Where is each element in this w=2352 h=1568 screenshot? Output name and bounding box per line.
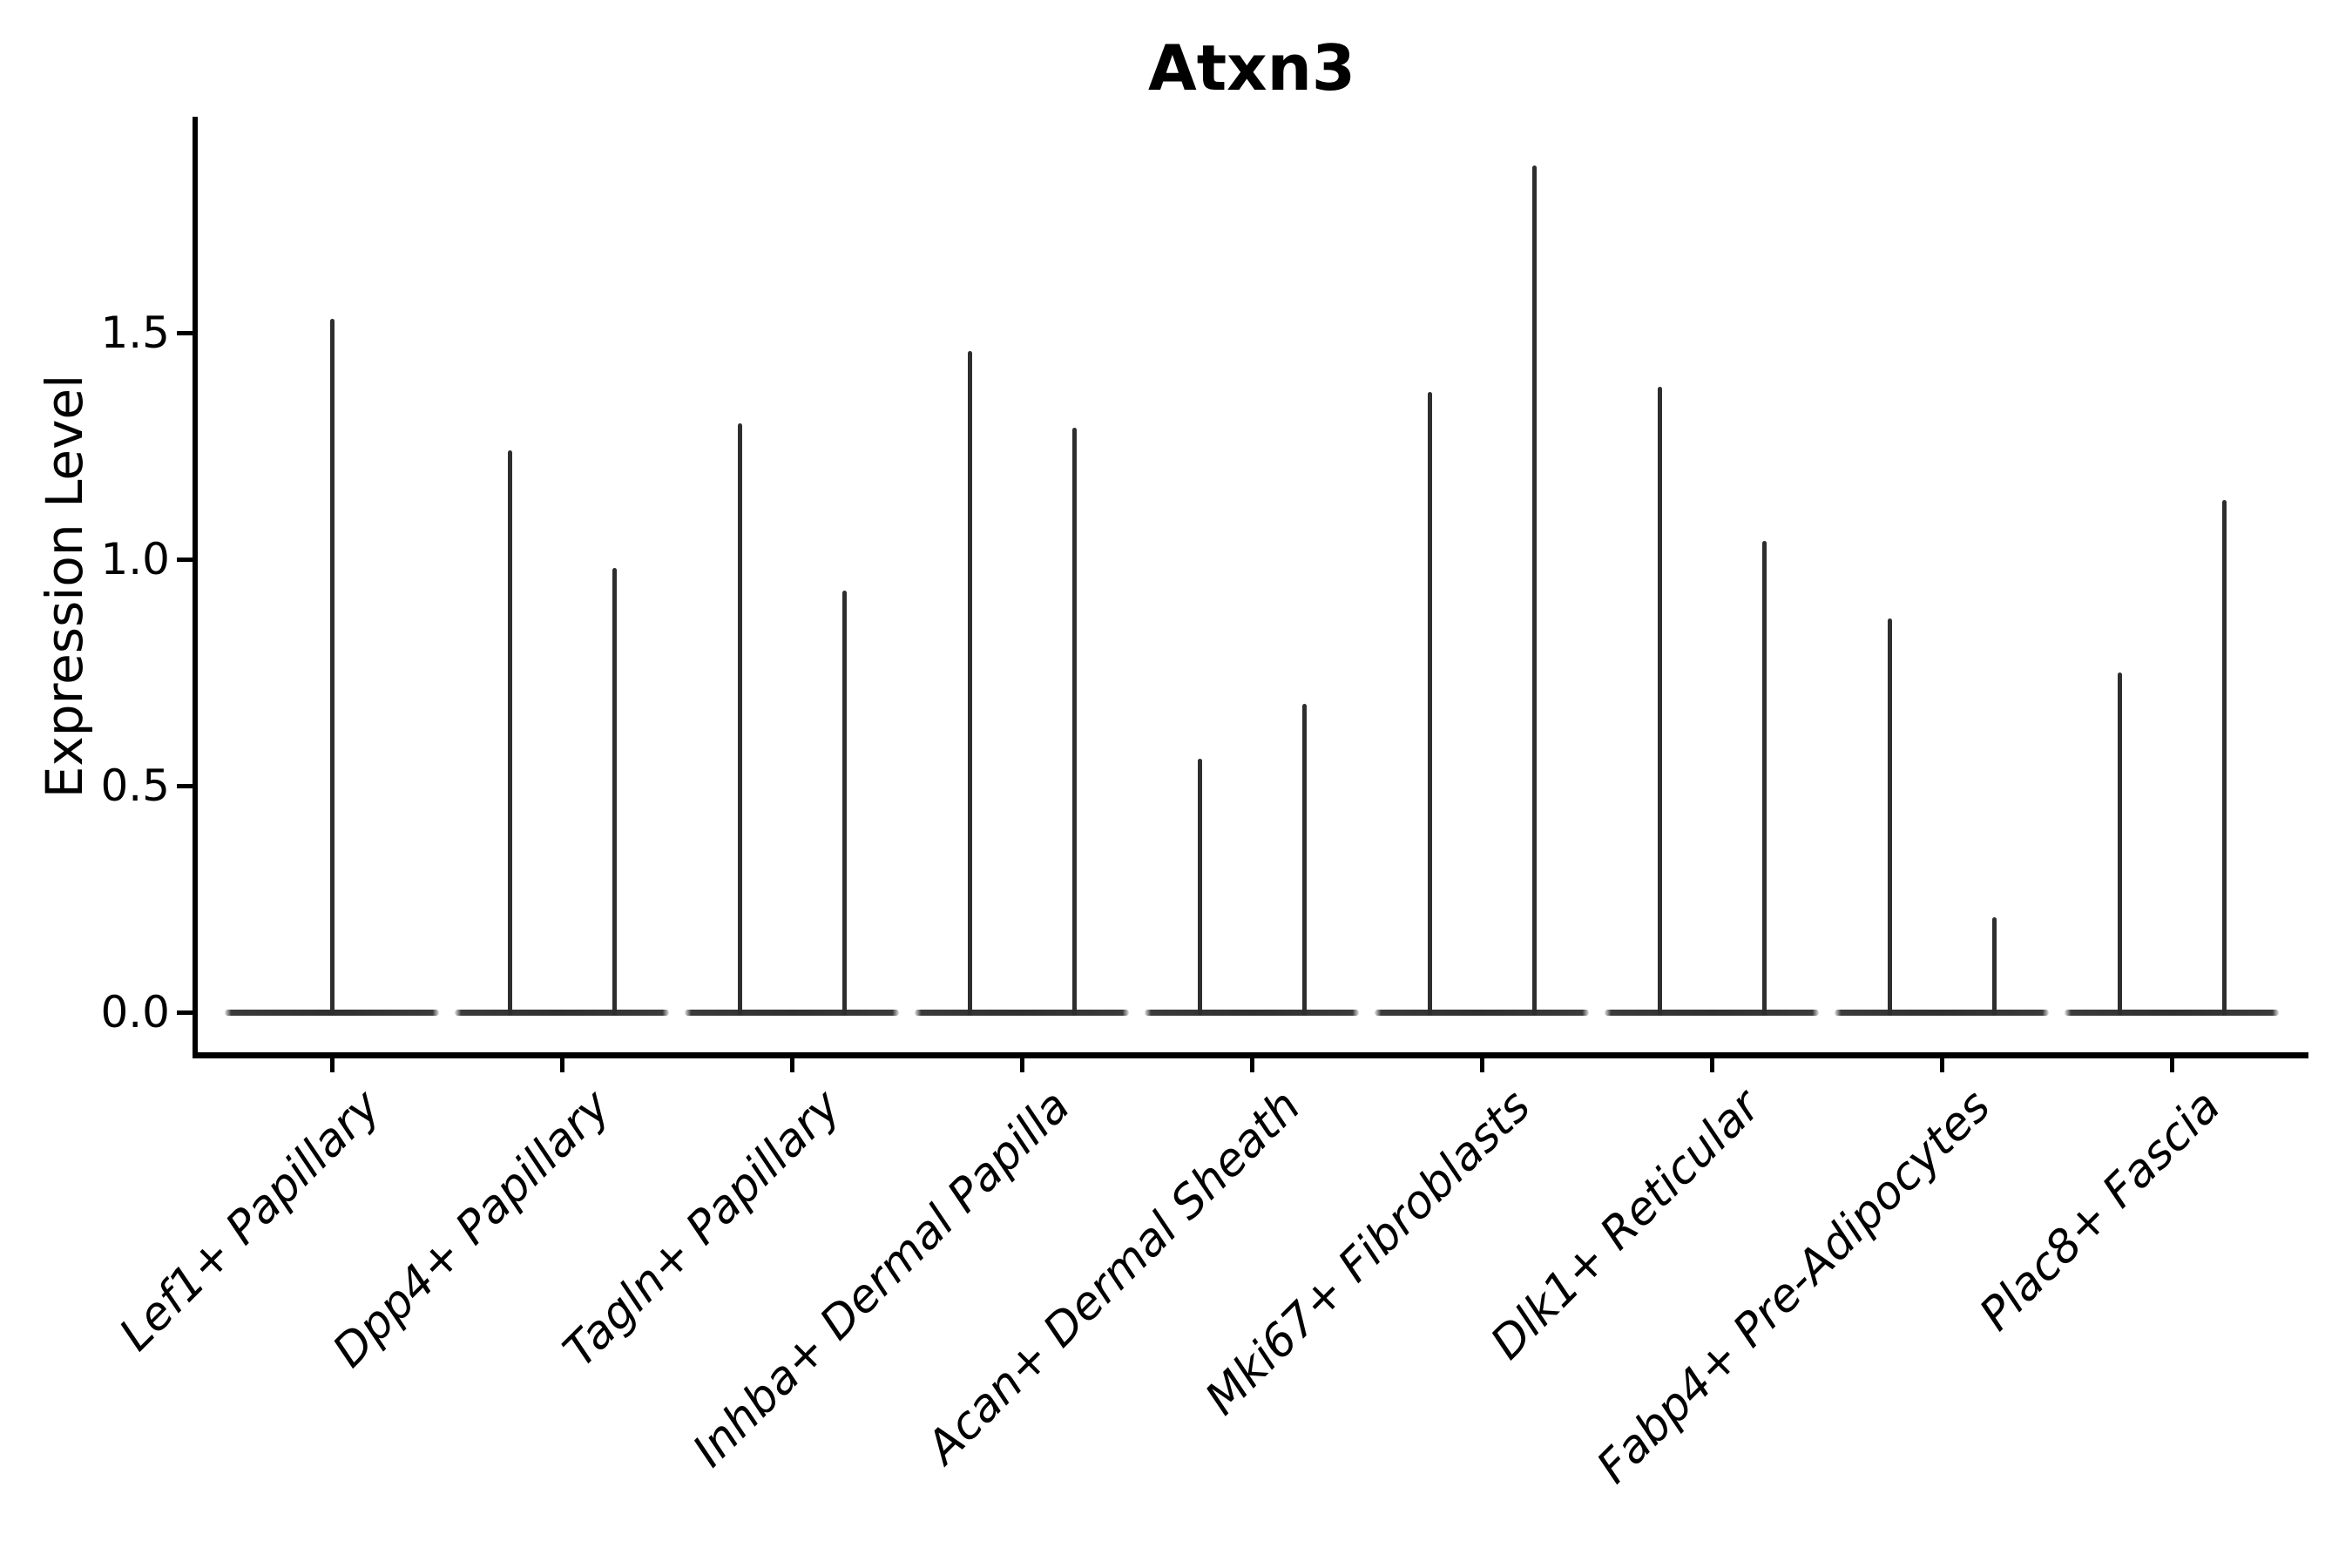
violin-spike	[1657, 387, 1662, 1016]
x-tick	[1939, 1058, 1944, 1072]
violin-spike	[507, 450, 512, 1016]
x-tick-label: Fabp4+ Pre-Adipocytes	[1586, 1080, 2001, 1494]
y-tick-label: 0.0	[100, 987, 170, 1037]
violin-base-disc	[2065, 1009, 2279, 1016]
y-tick-label: 1.5	[100, 308, 170, 358]
violin-spike	[2221, 500, 2227, 1016]
violin-base-disc	[1145, 1009, 1359, 1016]
violin-spike	[1197, 758, 1202, 1016]
y-tick	[177, 330, 193, 335]
violin-spike	[967, 350, 972, 1016]
violin-spike	[1887, 618, 1892, 1016]
violin-spike	[1301, 704, 1307, 1016]
violin-base-disc	[1605, 1009, 1819, 1016]
violin-base-disc	[915, 1009, 1129, 1016]
violin-base-disc	[455, 1009, 669, 1016]
violin-base-disc	[1835, 1009, 2049, 1016]
violin-base-disc	[685, 1009, 899, 1016]
violin-spike	[612, 568, 617, 1016]
y-tick	[177, 557, 193, 562]
violin-spike	[737, 423, 742, 1016]
x-tick	[1709, 1058, 1714, 1072]
chart-title: Atxn3	[1148, 31, 1355, 105]
x-tick	[559, 1058, 564, 1072]
violin-spike	[329, 319, 335, 1016]
violin-spike	[1427, 391, 1432, 1016]
left-spine	[193, 117, 198, 1058]
violin-spike	[1531, 165, 1537, 1016]
x-tick-label: Inhba+ Dermal Papilla	[683, 1080, 1081, 1477]
y-tick	[177, 1010, 193, 1015]
x-tick	[1479, 1058, 1484, 1072]
violin-base-disc	[1375, 1009, 1589, 1016]
violin-spike	[1071, 428, 1077, 1016]
x-tick-label: Plac8+ Fascia	[1970, 1080, 2231, 1342]
x-tick-label: Acan+ Dermal Sheath	[916, 1080, 1311, 1474]
x-tick	[329, 1058, 335, 1072]
bottom-spine	[193, 1052, 2308, 1058]
violin-spike	[841, 591, 847, 1016]
violin-spike	[1991, 916, 1997, 1016]
violin-spike	[1761, 541, 1767, 1016]
y-tick-label: 0.5	[100, 760, 170, 811]
x-tick	[1249, 1058, 1254, 1072]
x-tick	[789, 1058, 794, 1072]
x-tick	[1019, 1058, 1024, 1072]
y-axis-label: Expression Level	[35, 374, 94, 799]
y-tick-label: 1.0	[100, 534, 170, 585]
y-tick	[177, 783, 193, 788]
violin-spike	[2117, 672, 2122, 1016]
x-tick	[2169, 1058, 2174, 1072]
